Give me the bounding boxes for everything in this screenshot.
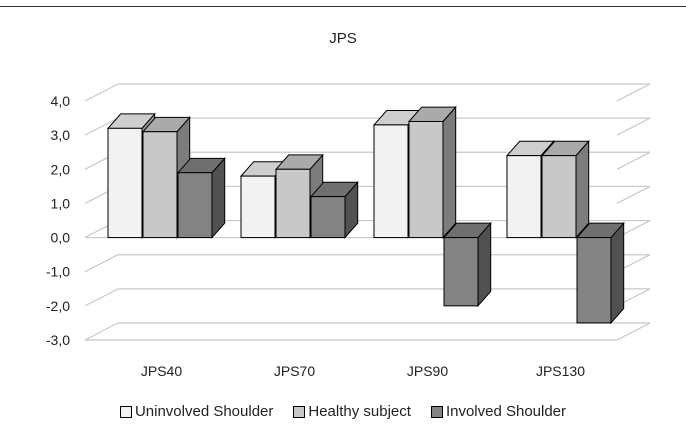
legend-item-healthy: Healthy subject xyxy=(293,403,411,420)
bar-front xyxy=(310,196,346,239)
gridline-depth xyxy=(616,322,651,341)
gridline-depth xyxy=(84,117,119,136)
y-tick-label: 4,0 xyxy=(51,93,71,109)
legend-label-uninvolved: Uninvolved Shoulder xyxy=(134,403,274,420)
y-tick-label: -2,0 xyxy=(46,298,70,314)
x-tick-label: JPS70 xyxy=(274,363,315,379)
gridline-depth xyxy=(84,322,119,341)
bar-jps130-s1 xyxy=(540,139,590,239)
legend-swatch-uninvolved xyxy=(119,405,132,418)
bar-front xyxy=(443,237,479,307)
x-tick-label: JPS90 xyxy=(407,363,448,379)
y-tick-label: 0,0 xyxy=(51,230,71,246)
legend-item-involved: Involved Shoulder xyxy=(430,403,567,420)
bar-jps40-s2 xyxy=(176,156,226,239)
legend-item-uninvolved: Uninvolved Shoulder xyxy=(119,403,274,420)
gridline-depth xyxy=(616,83,651,102)
bar-front xyxy=(177,172,213,239)
x-tick-label: JPS40 xyxy=(141,363,182,379)
gridline-depth xyxy=(616,117,651,136)
bar-chart: 4,0 3,0 2,0 1,0 0,0 -1,0 -2,0 -3,0 JPS40 JPS70 JPS… xyxy=(46,83,651,379)
legend: Uninvolved Shoulder Healthy subject Invo… xyxy=(0,403,686,420)
legend-swatch-involved xyxy=(430,405,443,418)
bar-front xyxy=(373,124,409,239)
legend-label-involved: Involved Shoulder xyxy=(445,403,567,420)
bar-jps90-s1 xyxy=(407,105,457,239)
bar-jps70-s2 xyxy=(309,180,359,239)
chart-title: JPS xyxy=(329,30,357,47)
legend-swatch-healthy xyxy=(293,405,306,418)
bar-front xyxy=(240,175,276,239)
gridline-depth xyxy=(84,83,119,102)
bar-side xyxy=(442,105,457,239)
gridline-depth xyxy=(84,254,119,273)
gridline-depth xyxy=(616,151,651,170)
bar-front xyxy=(576,237,612,324)
y-tick-label: -1,0 xyxy=(46,264,70,280)
bar-front xyxy=(506,155,542,239)
bar-front xyxy=(541,155,577,239)
y-tick-label: 3,0 xyxy=(51,127,71,143)
bar-jps130-s2 xyxy=(575,221,625,325)
bar-front xyxy=(142,131,178,239)
y-tick-label: 1,0 xyxy=(51,195,71,211)
legend-label-healthy: Healthy subject xyxy=(308,403,411,420)
bar-side xyxy=(610,221,625,325)
gridline-depth xyxy=(84,288,119,307)
bar-front xyxy=(408,120,444,239)
bar-side xyxy=(575,139,590,239)
top-rule xyxy=(0,6,686,7)
bar-jps90-s2 xyxy=(442,221,492,308)
y-tick-label: -3,0 xyxy=(46,332,70,348)
bar-front xyxy=(275,168,311,239)
bar-front xyxy=(107,127,143,239)
x-tick-label: JPS130 xyxy=(536,363,585,379)
gridline-depth xyxy=(616,185,651,204)
y-tick-label: 2,0 xyxy=(51,161,71,177)
